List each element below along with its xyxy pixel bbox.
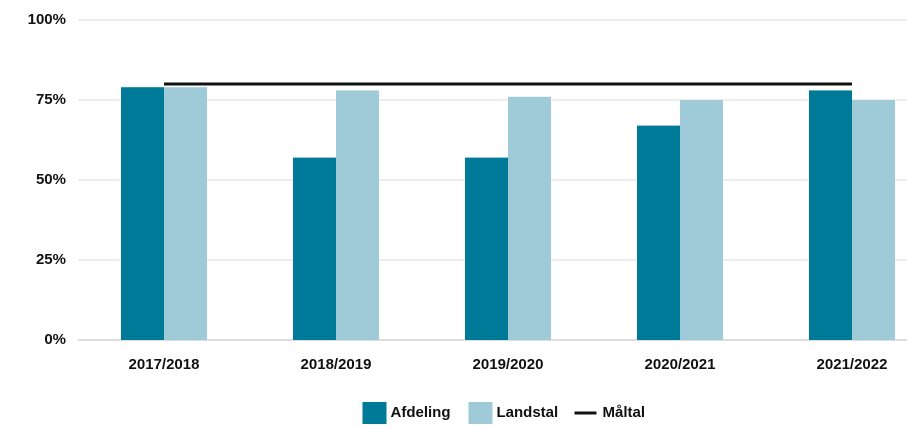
x-tick-label: 2018/2019 <box>301 356 372 373</box>
x-tick-label: 2021/2022 <box>817 356 888 373</box>
legend-swatch <box>362 402 387 424</box>
bar <box>637 125 680 340</box>
legend-label: Afdeling <box>391 404 451 421</box>
y-tick-label: 50% <box>36 171 66 188</box>
y-tick-label: 100% <box>28 11 66 28</box>
x-tick-label: 2019/2020 <box>473 356 544 373</box>
bar <box>121 87 164 340</box>
legend-swatch <box>468 402 493 424</box>
legend-label: Landstal <box>497 404 559 421</box>
y-tick-label: 75% <box>36 91 66 108</box>
y-tick-label: 0% <box>44 331 66 348</box>
bar <box>852 100 895 340</box>
y-tick-label: 25% <box>36 251 66 268</box>
bar <box>680 100 723 340</box>
bar <box>508 96 551 340</box>
x-tick-label: 2020/2021 <box>645 356 716 373</box>
bar <box>293 157 336 340</box>
bar <box>164 87 207 340</box>
legend-label: Måltal <box>603 404 646 421</box>
bar <box>809 90 852 341</box>
bar <box>336 90 379 341</box>
x-tick-label: 2017/2018 <box>129 356 200 373</box>
bar <box>465 157 508 340</box>
